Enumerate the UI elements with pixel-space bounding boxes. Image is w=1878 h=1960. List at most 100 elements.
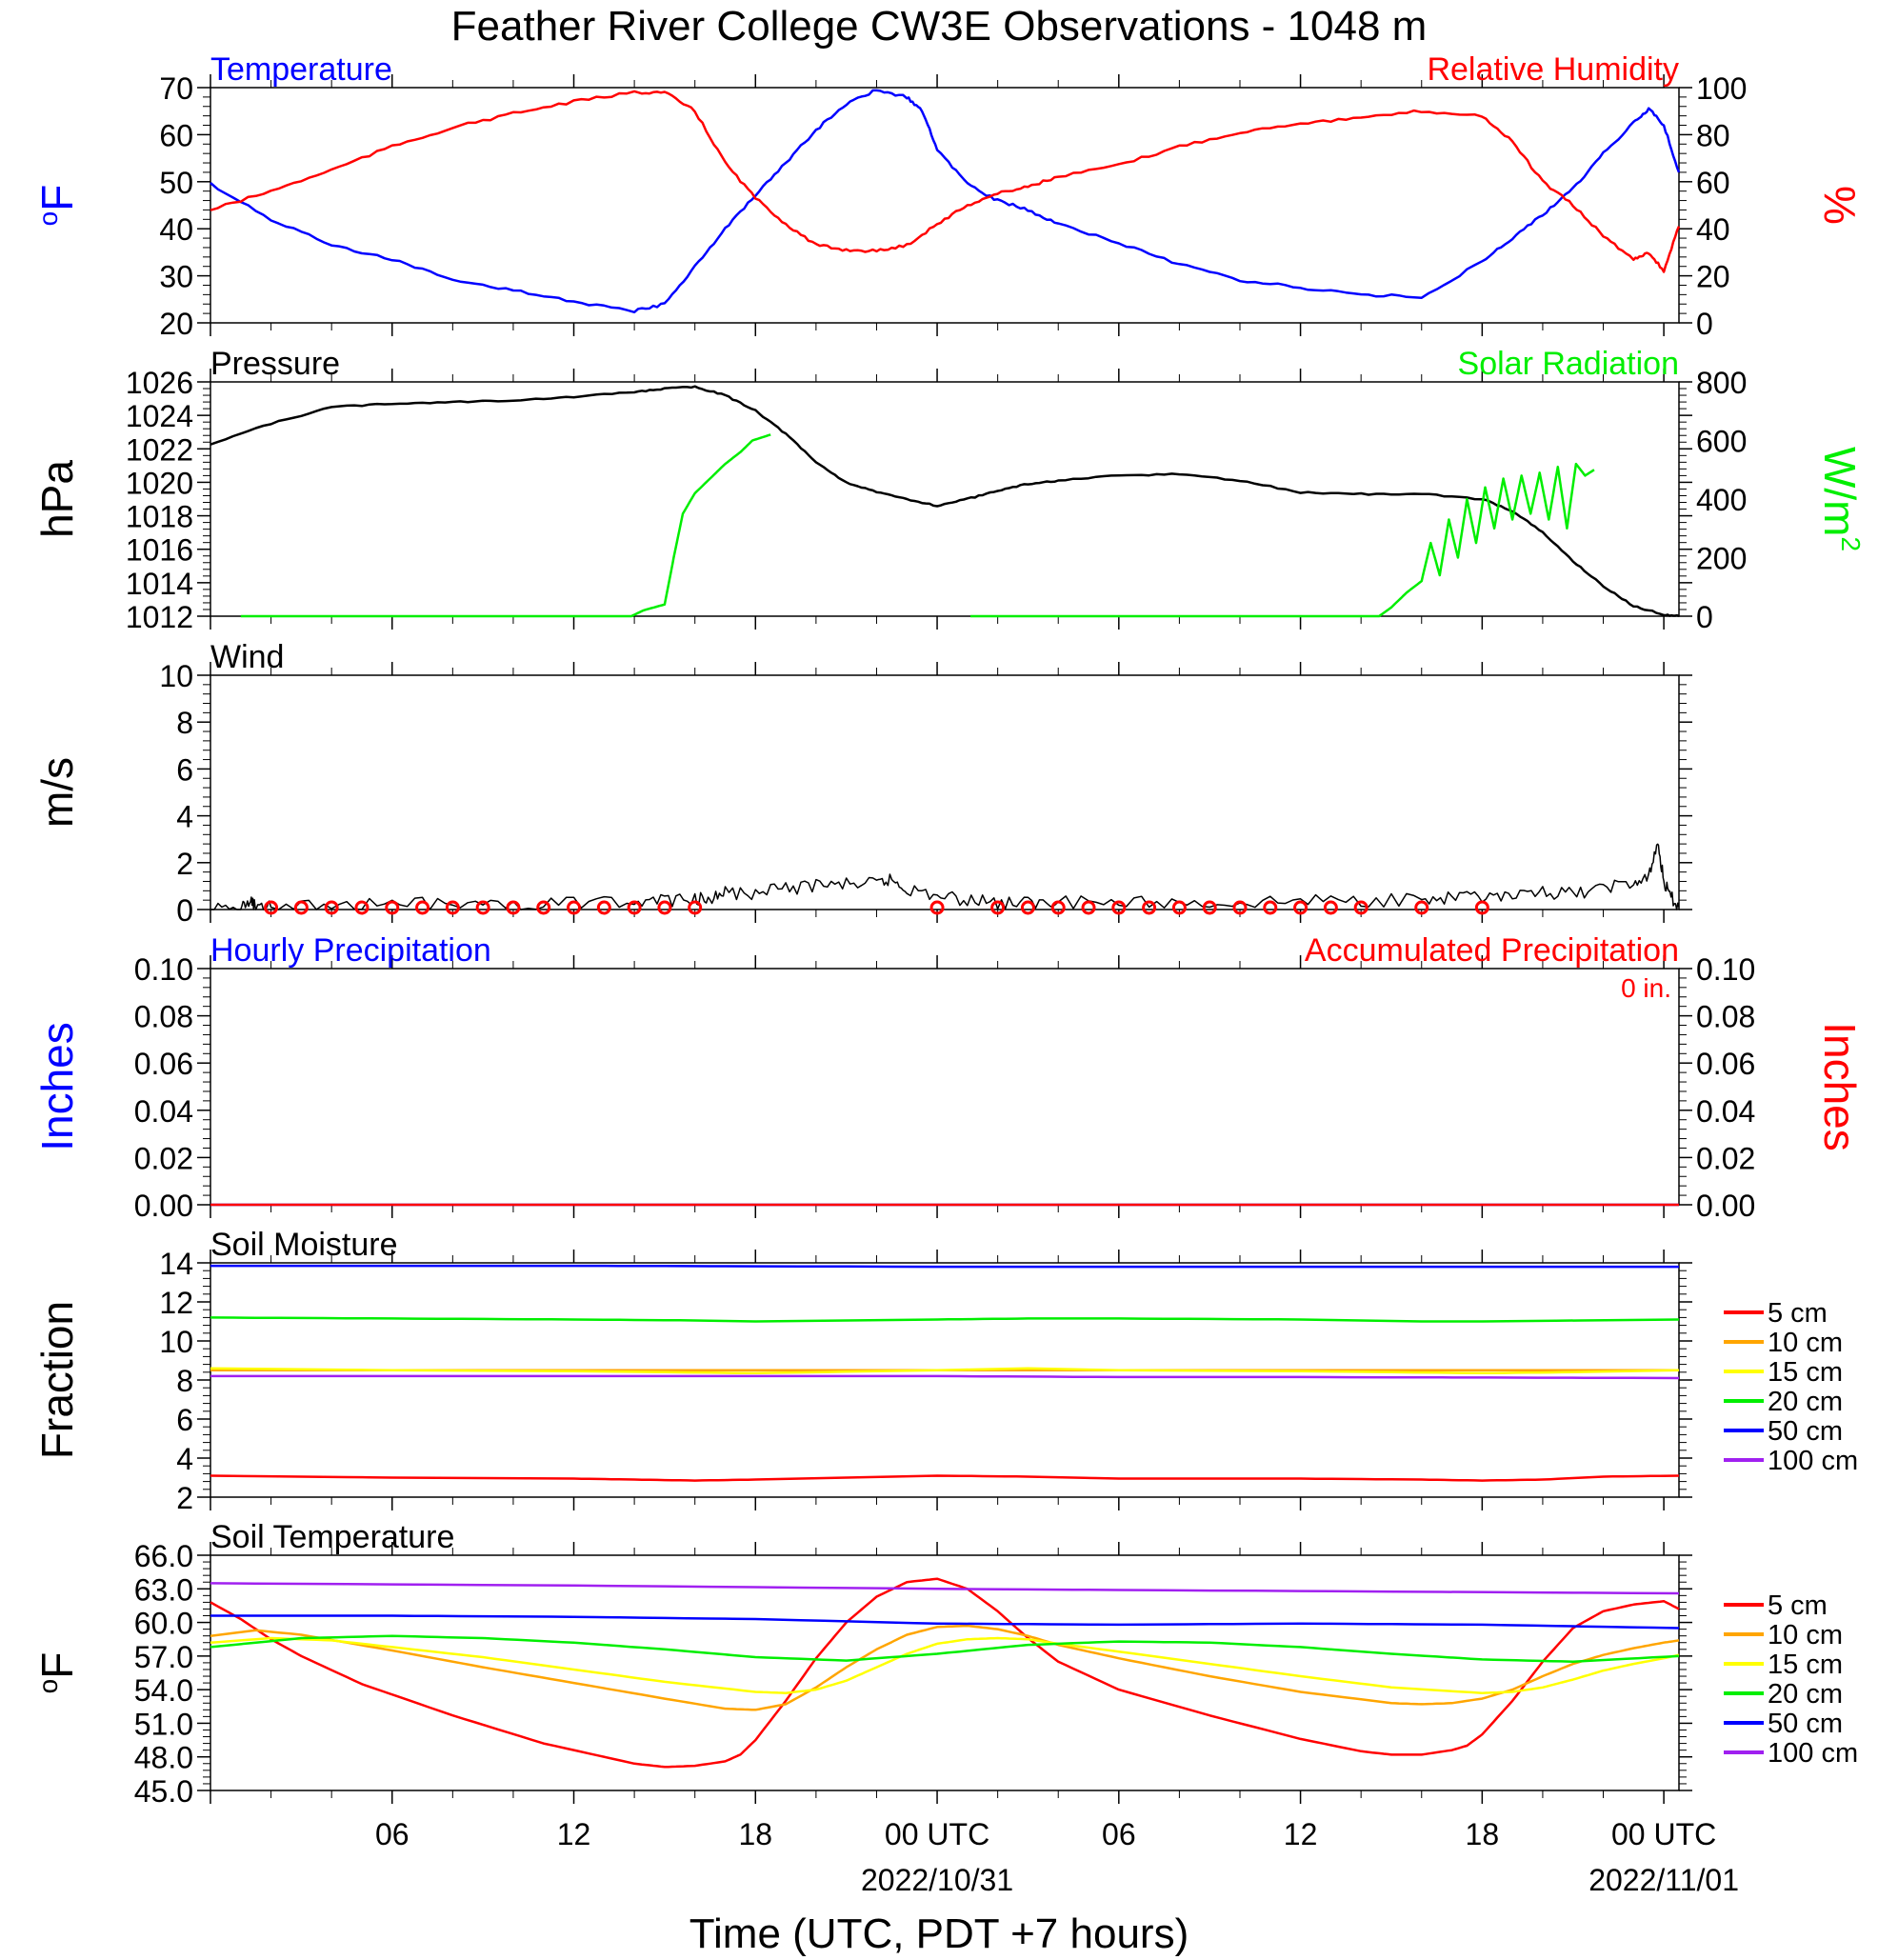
panel-frame	[210, 1554, 1680, 1791]
series-line-50-cm	[210, 1264, 1679, 1269]
y-axis-label-left: Inches	[32, 1022, 82, 1151]
wind-calm-marker	[627, 900, 642, 915]
y-tick-label: 8	[176, 706, 193, 740]
y-tick-label: 0.10	[134, 952, 193, 987]
y-tick-label: 20	[159, 307, 193, 341]
y-tick-label: 14	[159, 1247, 193, 1281]
wind-calm-marker	[1202, 900, 1217, 915]
x-tick-label: 00 UTC	[885, 1817, 989, 1851]
y-tick-label: 48.0	[134, 1741, 193, 1775]
wind-calm-marker	[1020, 900, 1035, 915]
y-tick-label: 1012	[126, 600, 193, 634]
wind-calm-marker	[293, 900, 309, 915]
chart-title: Feather River College CW3E Observations …	[451, 3, 1428, 50]
panel-3: 10 8 6 4 2 0 Wind m/s	[32, 639, 1692, 928]
wind-calm-marker	[536, 900, 551, 915]
panel-frame	[210, 674, 1680, 910]
legend-entry: 15 cm	[1768, 1357, 1843, 1388]
wind-calm-marker	[1353, 900, 1369, 915]
legend-entry: 50 cm	[1768, 1416, 1843, 1447]
y-right-tick-label: 200	[1696, 542, 1747, 576]
series-line-relative-humidity	[210, 90, 1681, 273]
y-tick-label: 63.0	[134, 1572, 193, 1607]
legend-entry: 10 cm	[1768, 1328, 1843, 1358]
y-tick-label: 70	[159, 71, 193, 106]
y-tick-label: 0.06	[134, 1047, 193, 1081]
y-axis-label-left: hPa	[32, 460, 82, 538]
series-line-15-cm	[210, 1367, 1680, 1375]
wind-calm-marker	[1293, 900, 1309, 915]
panel-title-left: Pressure	[210, 346, 340, 382]
wind-calm-marker	[1474, 900, 1489, 915]
series-line-50-cm	[210, 1614, 1680, 1630]
y-tick-label: 51.0	[134, 1707, 193, 1741]
y-right-tick-label: 100	[1696, 71, 1747, 106]
wind-calm-marker	[1050, 900, 1066, 915]
panel-annotation: 0 in.	[1621, 973, 1671, 1003]
series-line-20-cm	[210, 1634, 1680, 1663]
y-right-tick-label: 0.10	[1696, 952, 1755, 987]
x-tick-label: 12	[557, 1817, 591, 1851]
wind-calm-marker	[1263, 900, 1278, 915]
y-tick-label: 0.04	[134, 1094, 193, 1129]
y-right-tick-label: 40	[1696, 212, 1730, 247]
x-tick-label: 06	[1102, 1817, 1136, 1851]
y-right-tick-label: 400	[1696, 483, 1747, 517]
legend-entry: 20 cm	[1768, 1387, 1843, 1417]
y-right-tick-label: 0.00	[1696, 1189, 1755, 1223]
y-tick-label: 45.0	[134, 1774, 193, 1809]
y-tick-label: 54.0	[134, 1673, 193, 1708]
y-tick-label: 1024	[126, 399, 193, 433]
y-tick-label: 4	[176, 1442, 193, 1476]
panel-title-right: Accumulated Precipitation	[1305, 932, 1679, 969]
y-tick-label: 0.00	[134, 1189, 193, 1223]
panel-1: 70 60 50 40 30 20 100 80 60 40 20 0 Temperature Relat…	[32, 51, 1865, 341]
y-tick-label: 57.0	[134, 1640, 193, 1674]
legend-entry: 5 cm	[1768, 1590, 1828, 1621]
y-tick-label: 4	[176, 800, 193, 834]
series-line-temperature	[210, 89, 1681, 314]
y-tick-label: 12	[159, 1286, 193, 1320]
series-line-20-cm	[210, 1316, 1680, 1323]
wind-calm-marker	[596, 900, 611, 915]
wind-calm-marker	[688, 900, 703, 915]
y-right-tick-label: 0	[1696, 600, 1713, 634]
wind-calm-marker	[385, 900, 400, 915]
y-tick-label: 60.0	[134, 1607, 193, 1641]
series-line-100-cm	[210, 1374, 1680, 1380]
y-tick-label: 6	[176, 752, 193, 787]
panel-6: 66.063.060.057.054.051.048.045.0 Soil Tem…	[32, 1519, 1858, 1809]
legend-entry: 100 cm	[1768, 1738, 1858, 1769]
y-right-tick-label: 80	[1696, 118, 1730, 152]
y-tick-label: 2	[176, 847, 193, 881]
y-tick-label: 30	[159, 260, 193, 294]
y-axis-label-left: m/s	[32, 757, 82, 828]
y-tick-label: 1020	[126, 466, 193, 500]
panel-title-left: Soil Temperature	[210, 1519, 454, 1555]
y-tick-label: 1016	[126, 533, 193, 568]
y-right-tick-label: 600	[1696, 425, 1747, 459]
x-tick-label: 06	[375, 1817, 410, 1851]
panel-title-right: Solar Radiation	[1458, 346, 1679, 382]
legend-entry: 15 cm	[1768, 1650, 1843, 1680]
series-line-15-cm	[210, 1636, 1680, 1694]
panel-title-left: Wind	[210, 639, 284, 675]
wind-calm-marker	[1323, 900, 1338, 915]
y-axis-label-right: W/m2	[1815, 447, 1866, 551]
panel-4: 0.10 0.08 0.06 0.04 0.02 0.00 0.10 0.08 0.06 0.04…	[32, 932, 1865, 1223]
legend-entry: 20 cm	[1768, 1679, 1843, 1710]
y-tick-label: 1026	[126, 366, 193, 400]
wind-calm-marker	[1081, 900, 1096, 915]
y-tick-label: 0.02	[134, 1141, 193, 1175]
y-tick-label: 6	[176, 1403, 193, 1437]
y-tick-label: 0	[176, 893, 193, 928]
legend-entry: 10 cm	[1768, 1620, 1843, 1650]
y-right-tick-label: 0.02	[1696, 1141, 1755, 1175]
y-right-tick-label: 0.04	[1696, 1094, 1755, 1129]
x-axis-label: Time (UTC, PDT +7 hours)	[689, 1910, 1189, 1957]
y-axis-label-left: Fraction	[32, 1301, 82, 1459]
wind-calm-marker	[1414, 900, 1429, 915]
panel-frame	[210, 381, 1680, 617]
x-tick-label: 18	[1466, 1817, 1500, 1851]
